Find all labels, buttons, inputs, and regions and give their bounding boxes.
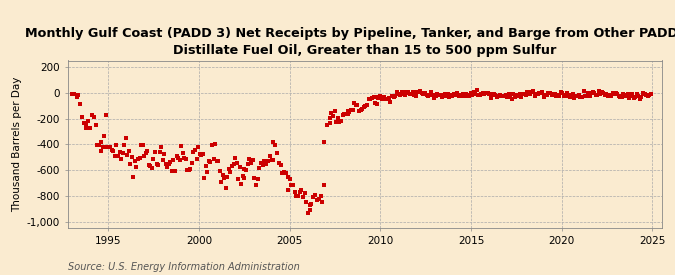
Y-axis label: Thousand Barrels per Day: Thousand Barrels per Day: [12, 77, 22, 212]
Text: Source: U.S. Energy Information Administration: Source: U.S. Energy Information Administ…: [68, 262, 299, 272]
Title: Monthly Gulf Coast (PADD 3) Net Receipts by Pipeline, Tanker, and Barge from Oth: Monthly Gulf Coast (PADD 3) Net Receipts…: [25, 27, 675, 57]
